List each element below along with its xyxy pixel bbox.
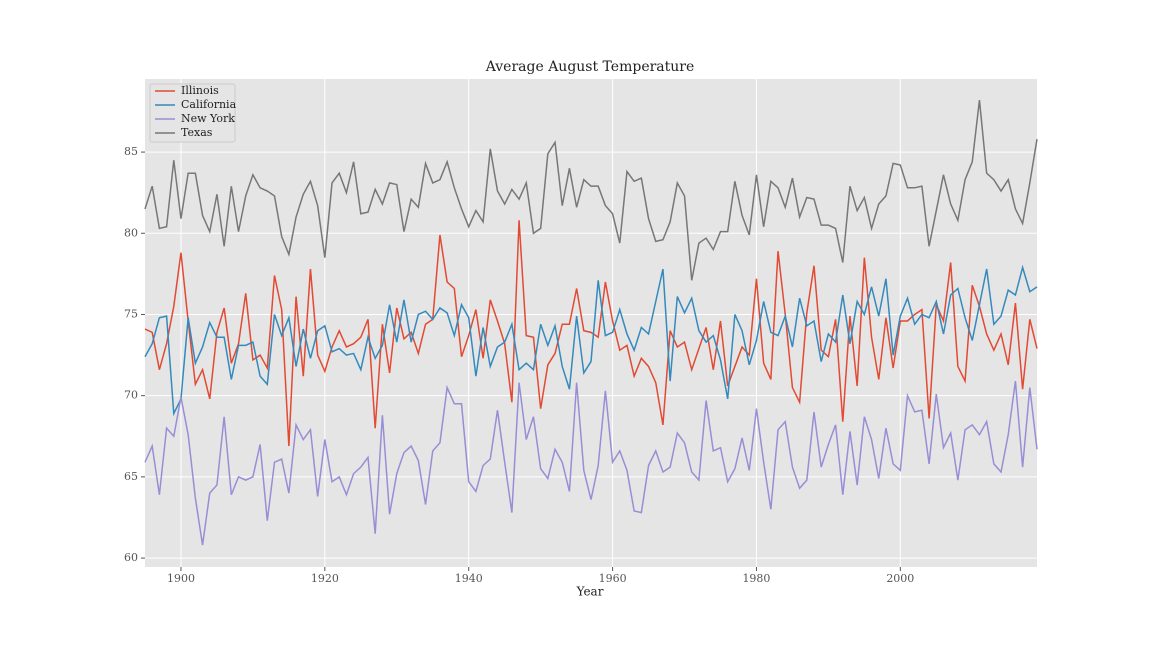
legend-label: New York [181, 112, 235, 125]
x-tick-label: 1960 [599, 572, 627, 585]
series-line [144, 380, 1038, 546]
series-line [144, 264, 1038, 417]
legend-label: Texas [181, 126, 213, 139]
legend-label: California [181, 98, 237, 111]
chart-title: Average August Temperature [485, 59, 695, 75]
x-tick-label: 1920 [311, 572, 339, 585]
x-tick-label: 1900 [167, 572, 195, 585]
y-tick-label: 65 [124, 470, 138, 483]
x-tick-label: 1980 [742, 572, 770, 585]
y-tick-label: 80 [124, 226, 138, 239]
series-line [144, 100, 1038, 281]
x-tick-label: 1940 [455, 572, 483, 585]
y-tick-label: 85 [124, 145, 138, 158]
x-tick-label: 2000 [886, 572, 914, 585]
y-tick-label: 70 [124, 389, 138, 402]
x-axis-label: Year [576, 585, 604, 599]
lines [144, 100, 1038, 546]
y-tick-label: 75 [124, 307, 138, 320]
legend-label: Illinois [181, 84, 219, 97]
ticks: 60 65 70 75 80 85 1900 1920 1940 1960 1980 2000 [124, 145, 914, 585]
plot-background [145, 79, 1037, 567]
legend-box [149, 83, 236, 143]
y-tick-label: 60 [124, 551, 138, 564]
